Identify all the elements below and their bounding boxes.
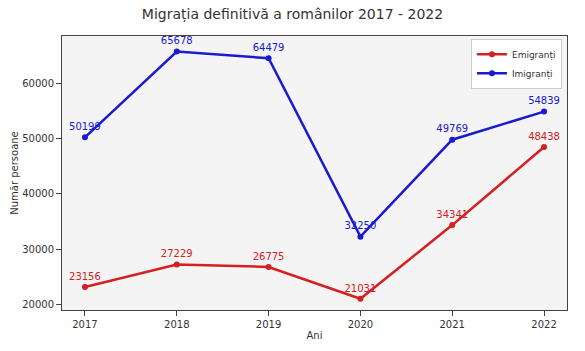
svg-text:54839: 54839: [528, 95, 560, 106]
svg-text:2019: 2019: [256, 319, 281, 330]
svg-text:50000: 50000: [22, 133, 54, 144]
svg-text:48438: 48438: [528, 131, 560, 142]
svg-text:2017: 2017: [72, 319, 97, 330]
svg-text:34341: 34341: [436, 209, 468, 220]
svg-text:Număr persoane: Număr persoane: [9, 131, 20, 215]
svg-text:20000: 20000: [22, 299, 54, 310]
svg-text:2021: 2021: [440, 319, 465, 330]
svg-text:2020: 2020: [348, 319, 373, 330]
svg-text:23156: 23156: [69, 271, 101, 282]
svg-text:Ani: Ani: [307, 330, 323, 341]
svg-text:Emigranți: Emigranți: [512, 50, 556, 61]
svg-text:2022: 2022: [531, 319, 556, 330]
svg-text:50199: 50199: [69, 121, 101, 132]
svg-text:40000: 40000: [22, 188, 54, 199]
svg-text:Migrația definitivă a românilo: Migrația definitivă a românilor 2017 - 2…: [142, 6, 443, 23]
svg-text:27229: 27229: [161, 248, 193, 259]
svg-text:30000: 30000: [22, 244, 54, 255]
svg-text:65678: 65678: [161, 35, 193, 46]
svg-text:Imigranți: Imigranți: [512, 69, 553, 80]
svg-text:32250: 32250: [345, 220, 377, 231]
svg-text:2018: 2018: [164, 319, 189, 330]
svg-text:49769: 49769: [436, 123, 468, 134]
svg-text:64479: 64479: [253, 42, 285, 53]
svg-text:60000: 60000: [22, 78, 54, 89]
svg-text:21031: 21031: [345, 283, 377, 294]
svg-text:26775: 26775: [253, 251, 285, 262]
